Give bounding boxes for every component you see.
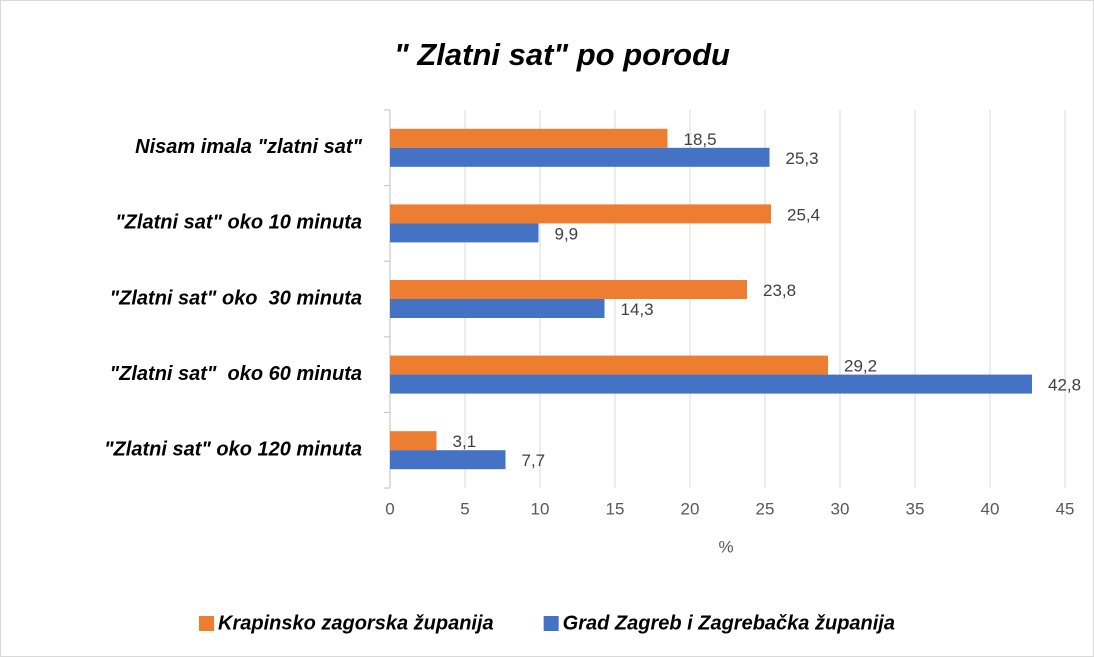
bar bbox=[390, 147, 770, 167]
x-tick-label: 0 bbox=[385, 499, 394, 518]
bar bbox=[390, 223, 539, 243]
data-label: 9,9 bbox=[555, 224, 579, 243]
bar bbox=[390, 355, 828, 375]
legend-swatch bbox=[199, 616, 215, 631]
bar bbox=[390, 204, 771, 224]
x-tick-label: 35 bbox=[906, 499, 925, 518]
x-tick-label: 40 bbox=[981, 499, 1000, 518]
bar bbox=[390, 128, 668, 148]
data-label: 3,1 bbox=[453, 432, 477, 451]
x-tick-label: 30 bbox=[831, 499, 850, 518]
bar bbox=[390, 299, 605, 318]
legend-label: Krapinsko zagorska županija bbox=[218, 612, 494, 634]
x-axis-label: % bbox=[718, 537, 733, 556]
chart-title: " Zlatni sat" po porodu bbox=[394, 37, 730, 72]
x-tick-label: 10 bbox=[531, 499, 550, 518]
x-tick-label: 15 bbox=[606, 499, 625, 518]
y-tick-label: "Zlatni sat" oko 120 minuta bbox=[104, 438, 362, 460]
data-label: 18,5 bbox=[684, 130, 717, 149]
y-tick-label: "Zlatni sat" oko 60 minuta bbox=[110, 363, 362, 385]
y-tick-label: Nisam imala "zlatni sat" bbox=[135, 136, 362, 158]
x-tick-label: 25 bbox=[756, 499, 775, 518]
x-tick-label: 5 bbox=[460, 499, 469, 518]
legend-label: Grad Zagreb i Zagrebačka županija bbox=[563, 612, 895, 634]
bar bbox=[390, 374, 1032, 394]
bar bbox=[390, 280, 747, 299]
legend-swatch bbox=[543, 616, 559, 631]
data-label: 23,8 bbox=[763, 281, 796, 300]
data-label: 7,7 bbox=[522, 451, 546, 470]
data-label: 25,3 bbox=[786, 149, 819, 168]
data-label: 14,3 bbox=[621, 300, 654, 319]
x-tick-label: 45 bbox=[1056, 499, 1075, 518]
y-tick-label: "Zlatni sat" oko 10 minuta bbox=[115, 212, 362, 234]
x-tick-label: 20 bbox=[681, 499, 700, 518]
bar bbox=[390, 450, 506, 470]
y-tick-label: "Zlatni sat" oko 30 minuta bbox=[110, 287, 362, 309]
bar bbox=[390, 431, 437, 451]
data-label: 25,4 bbox=[787, 205, 820, 224]
data-label: 42,8 bbox=[1048, 376, 1081, 395]
data-label: 29,2 bbox=[844, 357, 877, 376]
